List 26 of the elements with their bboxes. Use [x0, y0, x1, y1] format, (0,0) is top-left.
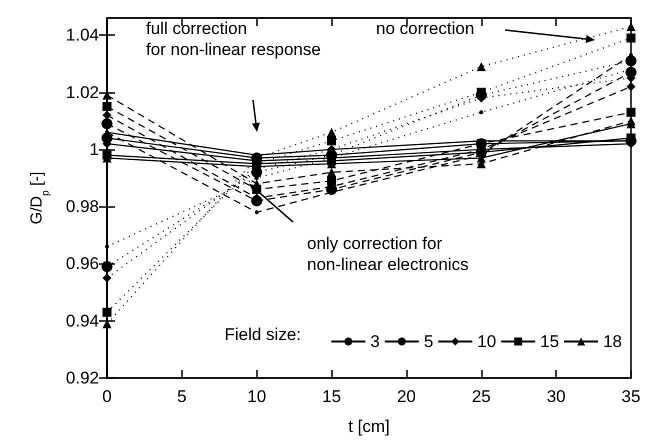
x-tick-label: 25	[472, 387, 491, 406]
x-tick-label: 30	[546, 387, 566, 406]
x-tick-label: 5	[177, 387, 187, 406]
y-tick-label: 0.96	[66, 254, 99, 274]
x-tick-label: 10	[247, 387, 266, 406]
y-tick-label: 0.98	[66, 197, 99, 216]
legend-label: 18	[603, 332, 622, 351]
annotation: no correction	[376, 19, 474, 38]
y-tick-label: 1.04	[66, 26, 99, 45]
x-tick-label: 20	[396, 387, 416, 406]
legend-label: 15	[540, 332, 560, 351]
x-tick-label: 35	[622, 387, 640, 406]
legend-label: 10	[477, 332, 496, 351]
legend-label: 3	[370, 332, 380, 351]
legend-label: 5	[424, 332, 434, 351]
annotation: full correction for non-linear response	[146, 19, 321, 59]
x-tick-label: 0	[102, 387, 112, 406]
x-axis-title: t [cm]	[348, 417, 390, 436]
annotation: only correction for non-linear electronics	[307, 234, 469, 274]
x-tick-label: 15	[322, 387, 342, 406]
y-tick-label: 0.92	[66, 368, 99, 388]
y-tick-label: 0.94	[66, 311, 99, 330]
legend-title: Field size:	[224, 325, 302, 344]
y-axis-title: G/Dp [-]	[28, 172, 52, 224]
y-tick-label: 1.02	[66, 82, 99, 102]
y-tick-label: 1	[90, 140, 99, 159]
